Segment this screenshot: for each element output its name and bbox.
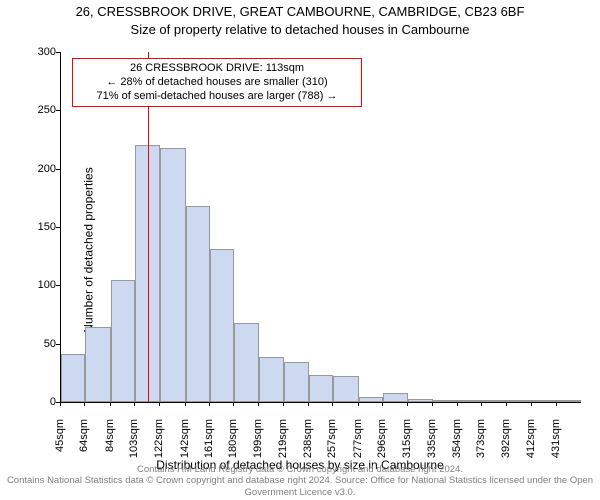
histogram-bar [557, 400, 581, 402]
x-tick-label: 103sqm [128, 419, 140, 469]
annotation-box: 26 CRESSBROOK DRIVE: 113sqm← 28% of deta… [72, 58, 362, 107]
x-tick-label: 257sqm [326, 419, 338, 469]
x-tick-mark [457, 402, 458, 406]
y-tick-mark [56, 227, 60, 228]
x-tick-mark [481, 402, 482, 406]
histogram-bar [85, 327, 111, 402]
y-tick-label: 250 [16, 104, 56, 116]
chart-title-sub: Size of property relative to detached ho… [0, 22, 600, 37]
histogram-bar [284, 362, 308, 402]
x-tick-mark [531, 402, 532, 406]
x-tick-label: 219sqm [277, 419, 289, 469]
x-tick-mark [556, 402, 557, 406]
y-tick-mark [56, 110, 60, 111]
histogram-bar [210, 249, 234, 402]
x-tick-label: 199sqm [252, 419, 264, 469]
x-tick-label: 296sqm [376, 419, 388, 469]
x-tick-label: 238sqm [302, 419, 314, 469]
x-tick-mark [506, 402, 507, 406]
histogram-bar [234, 323, 258, 402]
x-tick-label: 161sqm [203, 419, 215, 469]
x-tick-mark [382, 402, 383, 406]
y-tick-label: 150 [16, 221, 56, 233]
histogram-bar [160, 148, 186, 402]
x-tick-label: 122sqm [153, 419, 165, 469]
annotation-line: ← 28% of detached houses are smaller (31… [79, 76, 355, 90]
histogram-bar [359, 397, 383, 402]
histogram-bar [333, 376, 359, 402]
x-tick-mark [308, 402, 309, 406]
x-tick-label: 142sqm [179, 419, 191, 469]
x-tick-label: 335sqm [426, 419, 438, 469]
x-tick-label: 354sqm [451, 419, 463, 469]
x-tick-mark [332, 402, 333, 406]
x-tick-label: 64sqm [78, 419, 90, 469]
annotation-line: 71% of semi-detached houses are larger (… [79, 90, 355, 104]
annotation-line: 26 CRESSBROOK DRIVE: 113sqm [79, 62, 355, 76]
x-tick-label: 277sqm [352, 419, 364, 469]
footer-line-2: Contains National Statistics data © Crow… [0, 475, 600, 498]
x-tick-mark [432, 402, 433, 406]
x-tick-label: 392sqm [500, 419, 512, 469]
y-tick-label: 100 [16, 279, 56, 291]
histogram-bar [383, 393, 407, 402]
histogram-bar [111, 280, 135, 403]
histogram-bar [433, 400, 457, 402]
x-tick-label: 412sqm [525, 419, 537, 469]
histogram-bar [61, 354, 85, 402]
x-tick-mark [258, 402, 259, 406]
y-tick-label: 0 [16, 396, 56, 408]
x-tick-mark [60, 402, 61, 406]
histogram-bar [259, 357, 285, 403]
x-tick-mark [185, 402, 186, 406]
x-tick-mark [283, 402, 284, 406]
chart-title-main: 26, CRESSBROOK DRIVE, GREAT CAMBOURNE, C… [0, 4, 600, 19]
y-tick-mark [56, 344, 60, 345]
histogram-bar [482, 400, 506, 402]
x-tick-label: 431sqm [550, 419, 562, 469]
x-tick-mark [159, 402, 160, 406]
y-tick-mark [56, 285, 60, 286]
histogram-bar [458, 400, 482, 402]
x-tick-mark [233, 402, 234, 406]
histogram-bar [186, 206, 210, 402]
y-tick-label: 300 [16, 46, 56, 58]
x-tick-label: 315sqm [401, 419, 413, 469]
histogram-bar [507, 400, 533, 402]
x-tick-mark [134, 402, 135, 406]
x-tick-label: 373sqm [475, 419, 487, 469]
x-tick-label: 45sqm [54, 419, 66, 469]
x-tick-mark [358, 402, 359, 406]
histogram-bar [309, 375, 333, 402]
x-tick-mark [209, 402, 210, 406]
histogram-bar [532, 400, 556, 402]
x-tick-mark [110, 402, 111, 406]
histogram-bar [408, 399, 434, 403]
x-tick-mark [84, 402, 85, 406]
x-tick-mark [407, 402, 408, 406]
y-tick-label: 200 [16, 163, 56, 175]
y-tick-mark [56, 52, 60, 53]
x-tick-label: 180sqm [227, 419, 239, 469]
x-tick-label: 84sqm [104, 419, 116, 469]
y-tick-label: 50 [16, 338, 56, 350]
y-tick-mark [56, 169, 60, 170]
